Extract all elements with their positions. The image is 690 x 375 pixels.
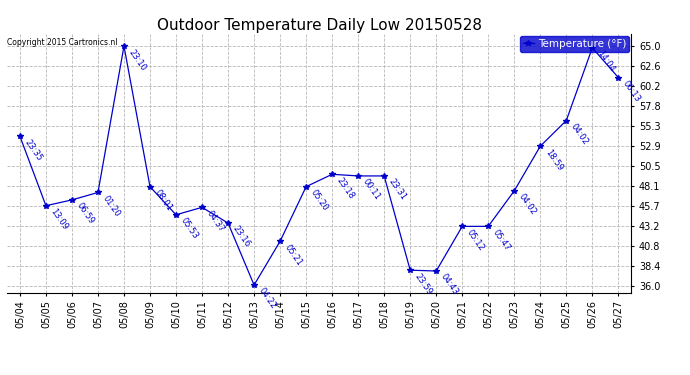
Text: 23:18: 23:18 [335, 176, 356, 201]
Text: 18:59: 18:59 [543, 148, 564, 172]
Text: 04:02: 04:02 [569, 122, 590, 147]
Text: 14:04: 14:04 [595, 49, 616, 74]
Text: 23:31: 23:31 [387, 177, 408, 202]
Text: 05:12: 05:12 [465, 228, 486, 252]
Text: 13:09: 13:09 [49, 207, 70, 232]
Text: Copyright 2015 Cartronics.nl: Copyright 2015 Cartronics.nl [7, 38, 117, 47]
Text: 05:47: 05:47 [491, 228, 512, 252]
Text: 04:37: 04:37 [205, 209, 226, 234]
Text: 04:02: 04:02 [517, 192, 538, 217]
Legend: Temperature (°F): Temperature (°F) [520, 36, 629, 52]
Text: 23:59: 23:59 [413, 272, 434, 296]
Text: 06:13: 06:13 [621, 79, 642, 104]
Text: 05:53: 05:53 [179, 216, 200, 241]
Text: 23:16: 23:16 [231, 225, 252, 249]
Text: 06:59: 06:59 [75, 201, 96, 226]
Text: 23:10: 23:10 [127, 48, 148, 72]
Text: 05:20: 05:20 [309, 188, 330, 213]
Text: 04:43: 04:43 [439, 272, 460, 297]
Title: Outdoor Temperature Daily Low 20150528: Outdoor Temperature Daily Low 20150528 [157, 18, 482, 33]
Text: 04:22: 04:22 [257, 286, 278, 311]
Text: 00:11: 00:11 [361, 177, 382, 202]
Text: 01:20: 01:20 [101, 194, 121, 219]
Text: 23:35: 23:35 [23, 138, 44, 162]
Text: 08:01: 08:01 [152, 188, 174, 213]
Text: 05:21: 05:21 [283, 243, 304, 267]
